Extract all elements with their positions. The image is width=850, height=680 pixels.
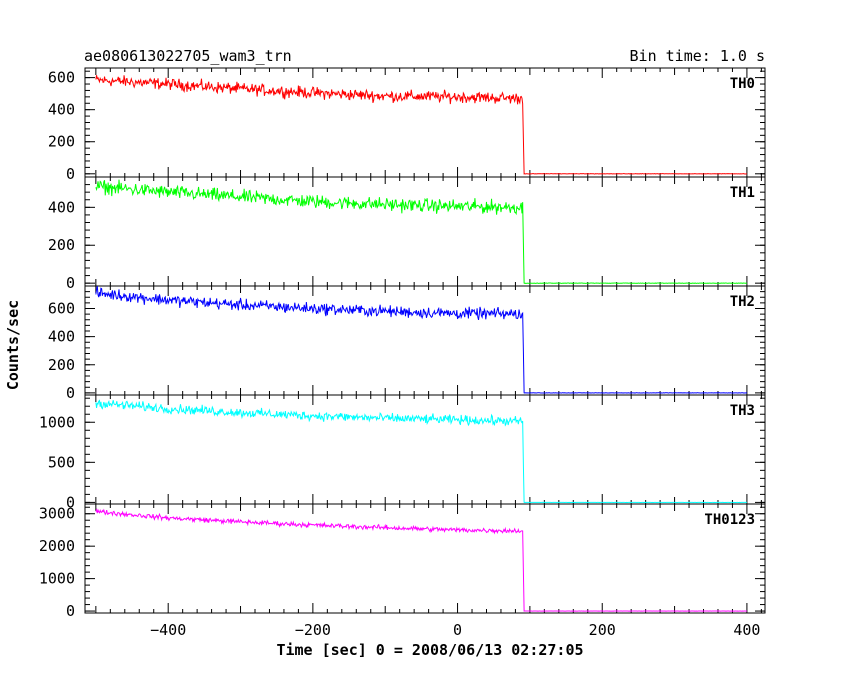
y-tick-label: 400 [48,198,75,216]
x-tick-label: 0 [453,621,462,639]
series-line-th3 [95,399,747,503]
x-tick-label: 400 [733,621,760,639]
panel-label-th0: TH0 [730,76,755,92]
y-tick-label: 0 [66,602,75,620]
panel-th2: 0 200 400 600 TH2 [48,285,766,402]
panel-frame-th0123 [84,503,766,614]
series-line-th0123 [95,508,747,612]
y-tick-label: 200 [48,356,75,374]
y-tick-label: 2000 [39,537,75,555]
panel-th3: 0 500 1000 TH3 [39,394,766,511]
panel-label-th1: TH1 [730,185,755,201]
y-tick-label: 400 [48,328,75,346]
series-line-th1 [95,179,747,284]
panel-th0123: 0 1000 2000 3000 TH0123 [39,503,766,620]
y-tick-label: 0 [66,384,75,402]
series-line-th2 [95,286,747,394]
series-line-th0 [95,75,747,175]
x-axis-label: Time [sec] 0 = 2008/06/13 02:27:05 [276,641,583,659]
y-tick-label: 0 [66,165,75,183]
y-tick-label: 1000 [39,570,75,588]
panel-label-th0123: TH0123 [704,512,755,528]
panel-label-th2: TH2 [730,294,755,310]
y-tick-label: 200 [48,236,75,254]
panels-group: 0 200 400 600 TH0 0 200 400 TH1 0 200 400 600 TH2 0 500… [39,67,766,620]
y-tick-label: 400 [48,101,75,119]
x-tick-label: −200 [295,621,331,639]
y-tick-label: 1000 [39,413,75,431]
x-tick-label: 200 [589,621,616,639]
x-tick-label: −400 [150,621,186,639]
y-tick-label: 0 [66,274,75,292]
y-tick-label: 200 [48,133,75,151]
y-tick-label: 600 [48,69,75,87]
y-tick-label: 0 [66,493,75,511]
panel-th1: 0 200 400 TH1 [48,176,766,292]
y-tick-label: 500 [48,453,75,471]
panel-frame-th0 [84,67,766,178]
panel-label-th3: TH3 [730,403,755,419]
panel-th0: 0 200 400 600 TH0 [48,67,766,183]
chart-title-left: ae080613022705_wam3_trn [84,47,292,65]
y-tick-label: 3000 [39,505,75,523]
y-axis-label: Counts/sec [4,300,22,390]
chart-title-right: Bin time: 1.0 s [630,47,765,65]
x-tick-labels-group: −400 −200 0 200 400 [150,621,760,639]
y-tick-label: 600 [48,300,75,318]
